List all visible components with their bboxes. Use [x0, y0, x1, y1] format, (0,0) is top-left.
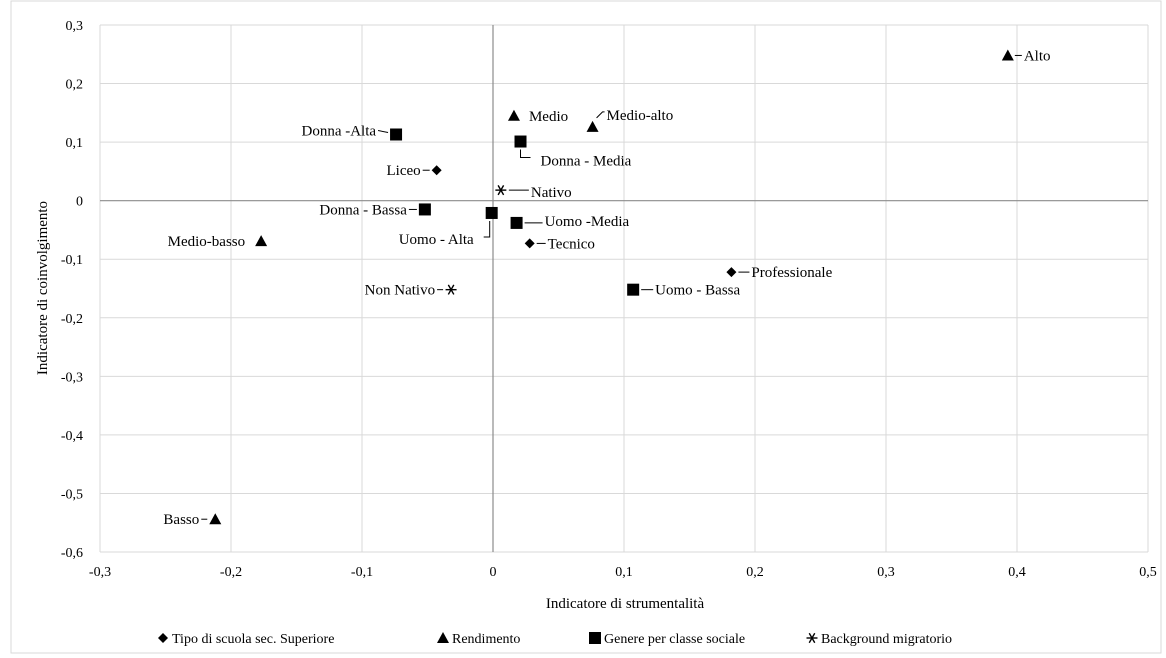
legend-entry-background-migratorio: Background migratorio [806, 632, 952, 647]
point-label: Liceo [387, 163, 421, 179]
label-leader-line [596, 111, 605, 119]
legend-entry-rendimento: Rendimento [437, 632, 520, 647]
data-points: Liceo Tecnico Professionale Alto Medio Medio-… [163, 48, 1050, 528]
data-point-medio-alto: Medio-alto [586, 108, 674, 132]
x-tick-label: -0,3 [89, 565, 111, 580]
legend-entry-genere-per-classe-sociale: Genere per classe sociale [589, 632, 745, 647]
y-tick-label: 0 [76, 195, 83, 210]
data-point-uomo-bassa: Uomo - Bassa [627, 283, 741, 299]
legend-label: Genere per classe sociale [604, 632, 745, 647]
x-tick-label: 0,5 [1139, 565, 1157, 580]
y-tick-label: -0,1 [61, 253, 83, 268]
x-tick-label: 0,3 [877, 565, 895, 580]
data-point-basso: Basso [163, 512, 222, 528]
legend: Tipo di scuola sec. Superiore Rendimento G… [158, 632, 952, 647]
data-point-uomo-media: Uomo -Media [510, 214, 630, 230]
label-leader-line [377, 130, 389, 133]
diamond-marker [524, 238, 535, 249]
data-point-liceo: Liceo [387, 163, 442, 179]
legend-label: Tipo di scuola sec. Superiore [172, 632, 334, 647]
x-tick-label: -0,1 [351, 565, 373, 580]
label-leader-line [483, 220, 491, 238]
point-label: Donna - Media [541, 154, 632, 170]
point-label: Non Nativo [365, 283, 435, 299]
y-tick-label: -0,4 [61, 429, 83, 444]
data-point-medio: Medio [507, 109, 568, 125]
data-point-professionale: Professionale [726, 265, 833, 281]
point-label: Donna -Alta [301, 123, 376, 139]
square-marker [514, 135, 527, 148]
point-label: Professionale [751, 265, 832, 281]
x-tick-label: -0,2 [220, 565, 242, 580]
point-label: Nativo [531, 185, 572, 201]
y-tick-label: -0,6 [61, 546, 83, 561]
y-tick-label: -0,2 [61, 312, 83, 327]
point-label: Donna - Bassa [319, 202, 407, 218]
legend-label: Background migratorio [821, 632, 952, 647]
x-tick-label: 0,1 [615, 565, 633, 580]
axes [100, 25, 1148, 552]
data-point-donna-alta: Donna -Alta [301, 123, 403, 141]
point-label: Medio-alto [607, 108, 674, 124]
triangle-marker [209, 513, 222, 525]
triangle-marker [1001, 49, 1014, 61]
y-tick-label: 0,3 [66, 19, 84, 34]
legend-triangle-icon [437, 632, 449, 643]
legend-star-icon [806, 632, 818, 644]
tick-labels: -0,3 -0,2 -0,1 0 0,1 0,2 0,3 0,4 0,5 0,3 0,2 0,1 0 -0… [61, 19, 1157, 580]
triangle-marker [507, 109, 520, 121]
x-tick-label: 0,2 [746, 565, 764, 580]
triangle-marker [255, 235, 268, 247]
label-leader-line [520, 149, 531, 159]
y-tick-label: 0,1 [66, 136, 84, 151]
y-tick-label: 0,2 [66, 78, 84, 93]
data-point-medio-basso: Medio-basso [168, 234, 268, 250]
point-label: Uomo - Alta [399, 232, 474, 248]
data-point-donna-bassa: Donna - Bassa [319, 202, 431, 218]
point-label: Basso [163, 512, 199, 528]
data-point-non-nativo: Non Nativo [365, 283, 457, 299]
legend-diamond-icon [158, 633, 168, 643]
diamond-marker [726, 267, 737, 278]
point-label: Medio [529, 109, 568, 125]
legend-label: Rendimento [452, 632, 520, 647]
point-label: Uomo - Bassa [655, 283, 740, 299]
y-tick-label: -0,3 [61, 370, 83, 385]
y-axis-title: Indicatore di coinvolgimento [35, 201, 51, 375]
point-label: Tecnico [548, 236, 595, 252]
data-point-donna-media: Donna - Media [514, 135, 632, 170]
legend-square-icon [589, 632, 601, 644]
square-marker [627, 283, 640, 296]
data-point-nativo: Nativo [495, 185, 572, 201]
square-marker [390, 128, 403, 141]
data-point-uomo-alta: Uomo - Alta [399, 206, 498, 248]
star-marker [495, 185, 507, 196]
legend-entry-tipo-di-scuola-sec-superiore: Tipo di scuola sec. Superiore [158, 632, 334, 647]
square-marker [418, 203, 431, 216]
star-marker [445, 284, 457, 295]
data-point-alto: Alto [1001, 48, 1051, 64]
x-tick-label: 0 [490, 565, 497, 580]
chart-frame [10, 0, 1162, 654]
point-label: Alto [1024, 48, 1051, 64]
x-axis-title: Indicatore di strumentalità [546, 596, 705, 612]
data-point-tecnico: Tecnico [524, 236, 595, 252]
y-tick-label: -0,5 [61, 487, 83, 502]
gridlines [99, 24, 1149, 553]
square-marker [510, 216, 523, 229]
x-tick-label: 0,4 [1008, 565, 1026, 580]
diamond-marker [431, 165, 442, 176]
point-label: Medio-basso [168, 234, 246, 250]
point-label: Uomo -Media [545, 214, 630, 230]
square-marker [485, 206, 498, 219]
triangle-marker [586, 120, 599, 132]
